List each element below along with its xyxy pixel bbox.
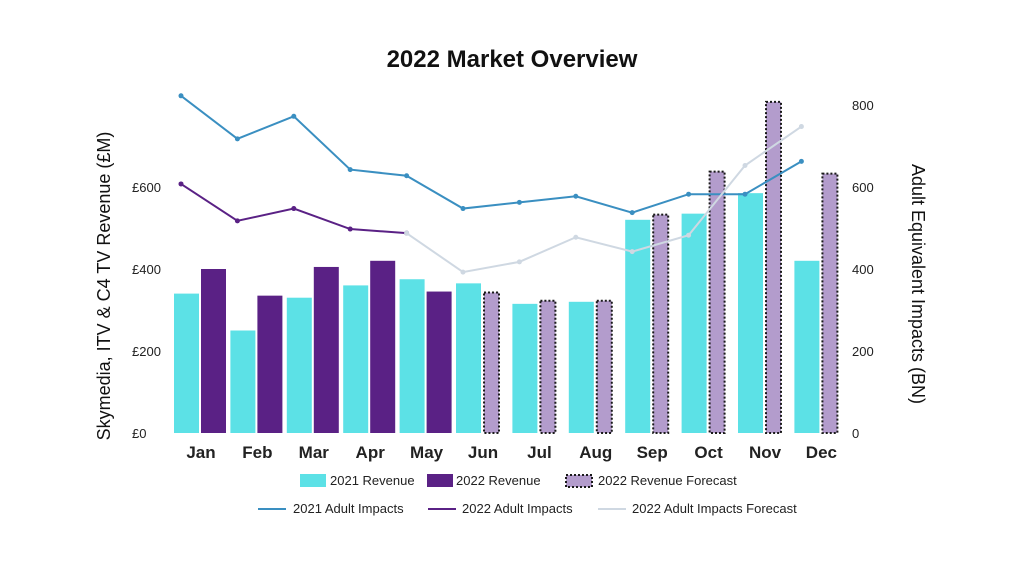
bar-2021-revenue xyxy=(399,279,425,433)
bar-2022-revenue-forecast xyxy=(821,172,839,434)
bar-2021-revenue xyxy=(456,283,481,433)
bar-2021-revenue xyxy=(794,260,820,433)
y2-tick-label: 0 xyxy=(852,426,859,441)
legend-2022-revenue-swatch xyxy=(427,474,453,487)
legend-2021-revenue-label: 2021 Revenue xyxy=(330,473,415,488)
x-tick-label: Jul xyxy=(527,443,552,462)
line-2021-adult-impacts-point xyxy=(178,93,184,99)
line-2022-adult-impacts-forecast-point xyxy=(629,249,635,255)
bar-2022-revenue xyxy=(201,269,226,433)
bar-2022-revenue xyxy=(257,295,283,433)
line-2022-adult-impacts-forecast-point xyxy=(742,163,748,168)
legend-2022-adult-impacts-label: 2022 Adult Impacts xyxy=(462,501,573,516)
bar-2021-revenue xyxy=(568,301,594,433)
y2-tick-label: 200 xyxy=(852,344,874,359)
bar-2022-revenue-forecast xyxy=(483,291,500,434)
x-tick-label: Jan xyxy=(186,443,215,462)
axis-layer: Skymedia, ITV & C4 TV Revenue (£M) Adult… xyxy=(94,98,928,462)
legend-2021-adult-impacts-label: 2021 Adult Impacts xyxy=(293,501,404,516)
line-2021-adult-impacts-point xyxy=(629,210,635,216)
y2-axis-title: Adult Equivalent Impacts (BN) xyxy=(908,164,928,404)
line-2021-adult-impacts-point xyxy=(798,158,804,164)
y2-tick-label: 400 xyxy=(852,262,874,277)
x-tick-label: Jun xyxy=(468,443,498,462)
x-tick-label: Sep xyxy=(637,443,668,462)
line-2022-adult-impacts-forecast-point xyxy=(460,269,466,275)
line-2021-adult-impacts-point xyxy=(404,173,410,179)
legend-2022-revenue-forecast-swatch xyxy=(565,474,593,488)
bar-2021-revenue xyxy=(625,219,651,433)
x-tick-label: Aug xyxy=(579,443,612,462)
line-2022-adult-impacts-forecast-point xyxy=(573,234,579,240)
line-2022-adult-impacts-point xyxy=(178,181,184,187)
x-tick-label: Dec xyxy=(806,443,837,462)
line-2021-adult-impacts xyxy=(180,95,802,214)
line-2021-adult-impacts-point xyxy=(573,193,579,199)
x-tick-label: Feb xyxy=(242,443,272,462)
line-2021-adult-impacts-point xyxy=(460,206,466,212)
x-tick-label: Nov xyxy=(749,443,782,462)
y-tick-label: £600 xyxy=(132,180,161,195)
line-2021-adult-impacts-point xyxy=(742,191,748,197)
bar-2022-revenue xyxy=(370,260,396,433)
bars-layer xyxy=(174,100,839,435)
y2-tick-label: 600 xyxy=(852,180,874,195)
x-tick-label: Apr xyxy=(356,443,386,462)
bar-2021-revenue xyxy=(343,285,369,433)
bar-2022-revenue xyxy=(426,291,452,433)
line-2022-adult-impacts-point xyxy=(234,218,240,224)
line-2021-adult-impacts-point xyxy=(347,167,353,173)
line-2021-adult-impacts-point xyxy=(291,113,297,119)
bar-2022-revenue xyxy=(313,266,339,433)
legend-2022-adult-impacts-forecast-label: 2022 Adult Impacts Forecast xyxy=(632,501,797,516)
bar-2022-revenue-forecast xyxy=(652,213,670,434)
y-axis-title: Skymedia, ITV & C4 TV Revenue (£M) xyxy=(94,132,114,441)
x-tick-label: Oct xyxy=(694,443,723,462)
bar-2022-revenue-forecast xyxy=(539,299,557,434)
lines-layer xyxy=(178,93,804,275)
line-2021-adult-impacts-point xyxy=(234,136,240,142)
line-2022-adult-impacts-point xyxy=(291,206,297,212)
legend-2022-revenue-label: 2022 Revenue xyxy=(456,473,541,488)
y-tick-label: £0 xyxy=(132,426,146,441)
line-2022-adult-impacts-forecast-point xyxy=(404,230,410,236)
bar-2022-revenue-forecast xyxy=(708,170,726,434)
bar-2021-revenue xyxy=(286,297,312,433)
bar-2021-revenue xyxy=(230,330,256,433)
legend-2022-revenue-forecast-label: 2022 Revenue Forecast xyxy=(598,473,737,488)
chart-title: 2022 Market Overview xyxy=(386,46,638,73)
bar-2021-revenue xyxy=(174,293,199,433)
line-2021-adult-impacts-point xyxy=(686,191,692,197)
line-2022-adult-impacts-forecast-point xyxy=(798,124,804,130)
x-tick-label: Mar xyxy=(299,443,330,462)
bar-2021-revenue xyxy=(512,303,538,433)
y-tick-label: £200 xyxy=(132,344,161,359)
bar-2022-revenue-forecast xyxy=(595,299,613,434)
bar-2022-revenue-forecast xyxy=(765,100,782,435)
line-2022-adult-impacts-forecast-point xyxy=(686,232,692,238)
y2-tick-label: 800 xyxy=(852,98,874,113)
legend-2021-revenue-swatch xyxy=(300,474,326,487)
y-tick-label: £400 xyxy=(132,262,161,277)
bar-2021-revenue xyxy=(681,213,707,433)
line-2022-adult-impacts-point xyxy=(347,226,353,232)
line-2021-adult-impacts-point xyxy=(516,199,522,205)
x-tick-label: May xyxy=(410,443,444,462)
legend: 2021 Revenue 2022 Revenue 2022 Revenue For… xyxy=(258,473,797,516)
bar-2021-revenue xyxy=(738,193,763,433)
line-2022-adult-impacts-forecast xyxy=(406,125,802,274)
line-2022-adult-impacts-forecast-point xyxy=(516,259,522,265)
